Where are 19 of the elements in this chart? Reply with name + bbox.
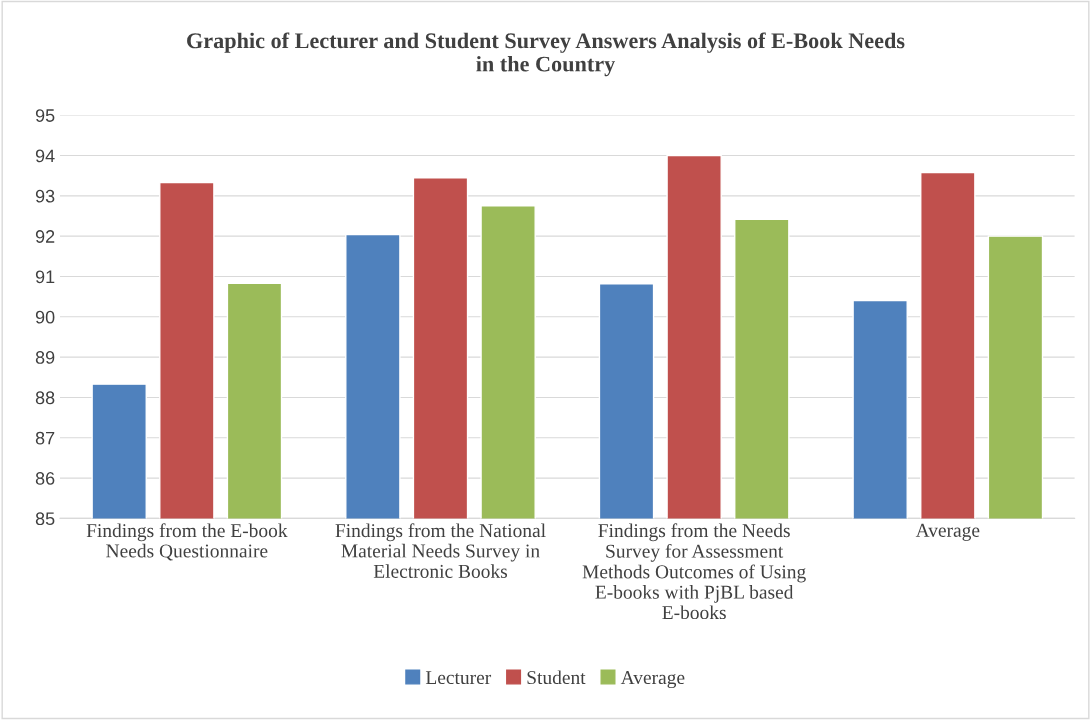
y-tick-label: 92 xyxy=(35,230,55,243)
x-tick-label: Findings from the E-book Needs Questionnaire xyxy=(86,523,288,561)
legend-label: Lecturer xyxy=(425,671,492,685)
chart-title: Graphic of Lecturer and Student Survey Answers Analysis of E-Book Needs in the Country xyxy=(187,32,905,77)
x-tick-label: Average xyxy=(915,523,980,541)
legend-label: Student xyxy=(527,670,586,685)
y-tick-label: 88 xyxy=(35,391,55,405)
y-tick-label: 95 xyxy=(35,109,55,122)
x-tick-label: Findings from the National Material Needs Survey in Electronic Books xyxy=(335,523,546,578)
y-tick-label: 94 xyxy=(35,149,55,163)
x-tick-label: Findings from the Needs Survey for Assessment Methods Outcomes of Using E-books with PjBL based E-books xyxy=(582,523,806,620)
y-tick-label: 85 xyxy=(35,512,55,526)
legend-label: Average xyxy=(620,671,685,689)
y-tick-label: 86 xyxy=(35,472,55,485)
y-tick-label: 89 xyxy=(35,351,55,364)
y-tick-label: 93 xyxy=(35,189,55,203)
y-tick-label: 91 xyxy=(35,270,55,284)
y-tick-label: 90 xyxy=(35,310,55,324)
y-tick-label: 87 xyxy=(35,431,55,445)
